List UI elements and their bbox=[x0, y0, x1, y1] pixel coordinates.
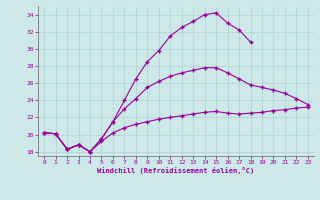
X-axis label: Windchill (Refroidissement éolien,°C): Windchill (Refroidissement éolien,°C) bbox=[97, 167, 255, 174]
